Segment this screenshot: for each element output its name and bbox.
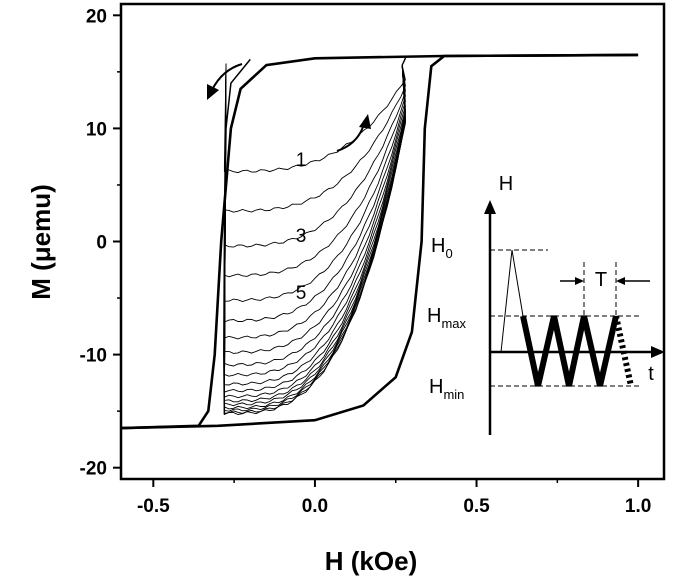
ticks: -0.5 0.0 0.5 1.0 -20 -10 0 10 20 <box>80 6 652 517</box>
y-tick-label: 0 <box>96 233 107 254</box>
h0-label: H0 <box>431 235 453 261</box>
loop-label-5: 5 <box>296 283 307 304</box>
plot-area-border <box>119 2 666 481</box>
hmin-label: Hmin <box>429 376 464 402</box>
major-loop-lower-branch <box>120 53 639 430</box>
initial-pulse <box>490 249 524 353</box>
x-tick-label: -0.5 <box>137 496 170 517</box>
minor-loop-curve <box>223 58 406 393</box>
minor-loop-curve <box>223 58 406 302</box>
minor-loop-curve <box>223 58 406 386</box>
period-arrowhead-right <box>616 277 625 285</box>
field-waveform-inset: H t T H0 Hmax Hmin <box>427 173 665 435</box>
major-loop-upper-branch <box>120 53 639 430</box>
minor-loop-curve <box>223 58 406 416</box>
period-label: T <box>595 269 607 291</box>
inset-t-axis-arrow <box>651 346 665 358</box>
plot-frame <box>119 2 666 481</box>
minor-loop-curve <box>223 58 406 407</box>
minor-loop-curve <box>223 58 406 403</box>
minor-loop-curve <box>223 58 406 399</box>
period-arrowhead-left <box>575 277 584 285</box>
minor-loop-curve <box>223 58 406 354</box>
minor-loop-curve <box>223 58 406 174</box>
minor-loop-curve <box>223 58 406 340</box>
x-tick-label: 0.0 <box>302 496 328 517</box>
triangle-wave <box>520 315 619 387</box>
minor-loop-curve <box>223 58 406 278</box>
minor-loop-curve <box>223 58 406 377</box>
loop-label-3: 3 <box>296 226 307 247</box>
y-tick-label: 10 <box>86 119 107 140</box>
minor-loop-curve <box>223 58 406 248</box>
arrow-left-down <box>207 63 243 100</box>
y-tick-label: -20 <box>80 459 107 480</box>
x-tick-label: 1.0 <box>625 496 651 517</box>
minor-loop-curve <box>223 58 406 323</box>
curves <box>120 53 639 430</box>
minor-loop-envelope <box>223 58 251 415</box>
inset-h-axis-label: H <box>499 173 513 195</box>
minor-loop-curve <box>223 58 406 213</box>
loop-label-1: 1 <box>296 150 307 171</box>
y-tick-label: 20 <box>86 6 107 27</box>
inset-h-axis-arrow <box>484 200 496 214</box>
hmax-label: Hmax <box>427 305 467 331</box>
y-tick-label: -10 <box>80 346 107 367</box>
minor-loop-curve <box>223 58 406 367</box>
x-axis-title: H (kOe) <box>325 546 417 576</box>
inset-t-axis-label: t <box>648 363 654 385</box>
x-tick-label: 0.5 <box>463 496 490 517</box>
arrow-right-up <box>336 114 371 152</box>
y-axis-title: M (μemu) <box>26 184 56 300</box>
